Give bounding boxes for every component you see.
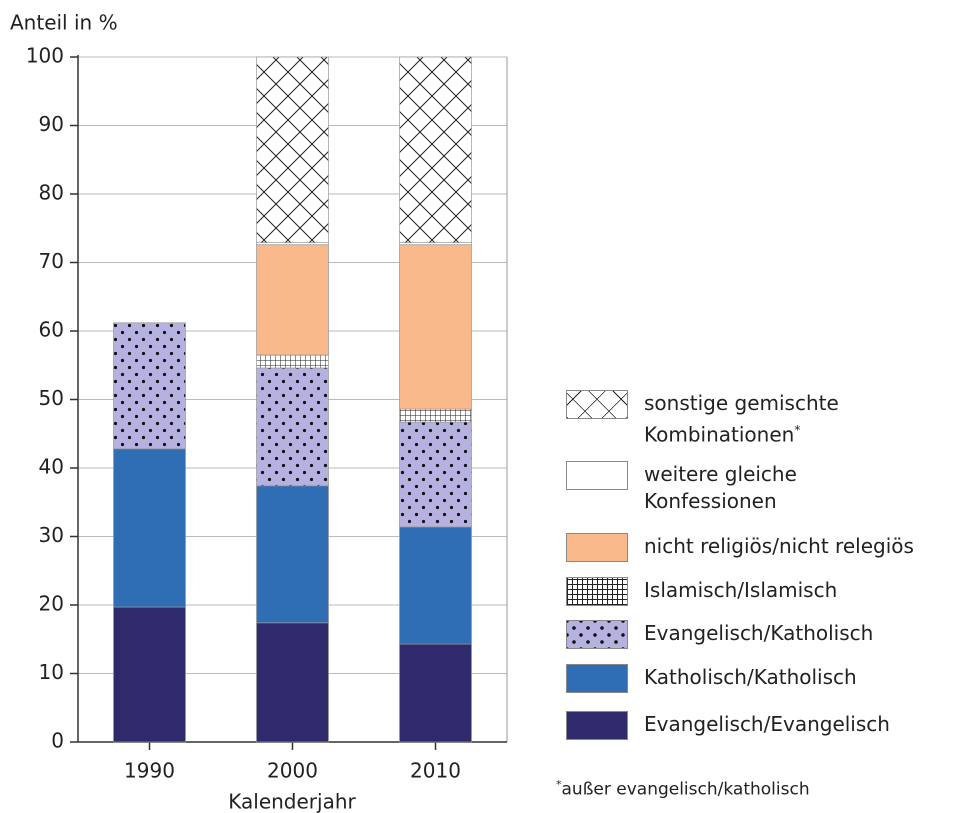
footnote: *außer evangelisch/katholisch: [556, 778, 810, 800]
bar-segment: [256, 485, 329, 624]
legend-label: weitere gleiche Konfessionen: [644, 462, 797, 513]
legend-swatch: [566, 390, 628, 419]
bar-segment: [256, 56, 329, 243]
legend-swatch: [566, 533, 628, 562]
legend-label: nicht religiös/nicht relegiös: [644, 534, 914, 558]
legend-label: Evangelisch/Katholisch: [644, 621, 874, 645]
y-tick-label: 60: [39, 318, 64, 342]
bar-segment: [399, 56, 472, 243]
bar-segment: [399, 408, 472, 423]
y-tick-label: 30: [39, 523, 64, 547]
bar-segment: [256, 367, 329, 487]
legend-label: Katholisch/Katholisch: [644, 665, 857, 689]
bar-segment: [399, 421, 472, 528]
bar-segment: [256, 244, 329, 356]
y-tick-label: 80: [39, 181, 64, 205]
y-tick-label: 50: [39, 386, 64, 410]
legend-label: Evangelisch/Evangelisch: [644, 712, 890, 736]
legend-item: sonstige gemischte Kombinationen*: [566, 390, 964, 449]
x-tick-label: 2010: [410, 759, 461, 783]
legend-swatch: [566, 620, 628, 649]
bar-segment: [256, 354, 329, 369]
x-tick-label: 1990: [124, 759, 175, 783]
y-tick-label: 0: [51, 729, 64, 753]
legend-swatch: [566, 577, 628, 606]
legend-swatch: [566, 711, 628, 740]
x-tick-label: 2000: [267, 759, 318, 783]
legend-swatch: [566, 461, 628, 490]
legend-label: sonstige gemischte Kombinationen*: [644, 391, 839, 447]
legend-item: Evangelisch/Katholisch: [566, 620, 964, 649]
bar-segment: [113, 448, 186, 608]
legend-item: Katholisch/Katholisch: [566, 664, 964, 693]
y-tick-label: 100: [26, 44, 64, 68]
legend-item: weitere gleiche Konfessionen: [566, 461, 964, 515]
y-tick-label: 10: [39, 660, 64, 684]
y-tick-label: 20: [39, 592, 64, 616]
bar-segment: [399, 643, 472, 743]
bar-segment: [399, 244, 472, 410]
legend-item: Evangelisch/Evangelisch: [566, 711, 964, 740]
y-tick-label: 90: [39, 112, 64, 136]
y-axis-label: Anteil in %: [10, 11, 118, 35]
legend-swatch: [566, 664, 628, 693]
bar-segment: [256, 622, 329, 743]
bar-segment: [113, 606, 186, 743]
legend-item: nicht religiös/nicht relegiös: [566, 533, 964, 562]
bar-segment: [399, 526, 472, 645]
legend-label: Islamisch/Islamisch: [644, 578, 838, 602]
y-tick-label: 70: [39, 249, 64, 273]
x-axis-label: Kalenderjahr: [228, 790, 356, 813]
bar-segment: [113, 322, 186, 450]
y-tick-label: 40: [39, 455, 64, 479]
legend-item: Islamisch/Islamisch: [566, 577, 964, 606]
